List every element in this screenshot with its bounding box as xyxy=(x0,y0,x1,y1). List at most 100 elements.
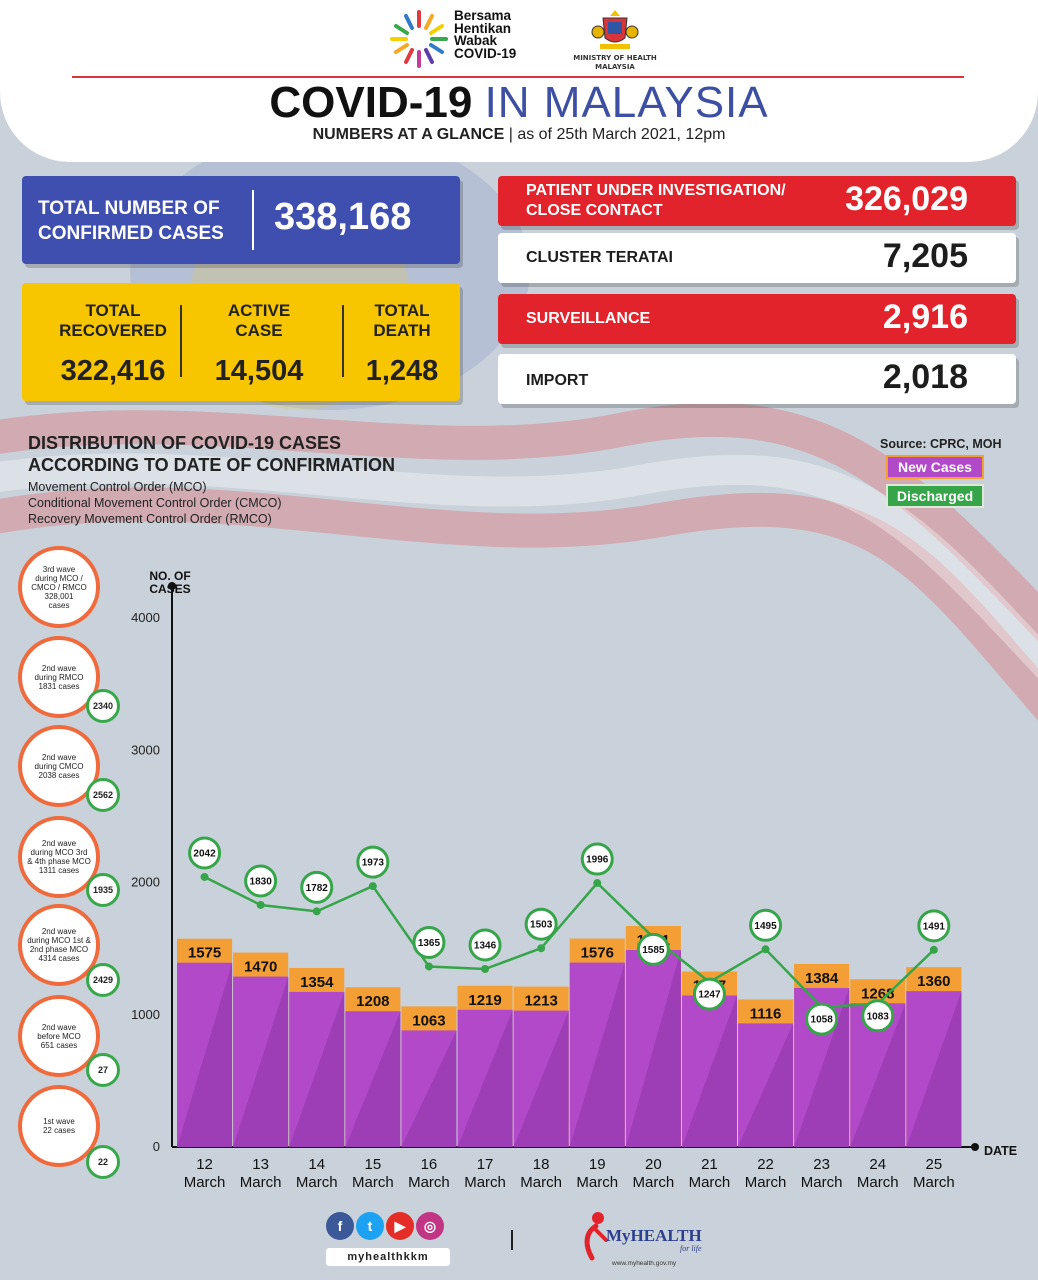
bar-value-label: 1268 xyxy=(861,985,894,1002)
bar-value-label: 1575 xyxy=(188,945,221,962)
campaign-logo: Bersama Hentikan Wabak COVID-19 xyxy=(388,8,538,70)
bar-shade xyxy=(794,987,850,1147)
cluster-card: CLUSTER TERATAI 7,205 xyxy=(498,233,1016,283)
bar-shade xyxy=(906,991,962,1147)
active-value: 14,504 xyxy=(214,355,304,387)
distribution-title: DISTRIBUTION OF COVID-19 CASES ACCORDING… xyxy=(28,433,395,475)
facebook-icon[interactable]: f xyxy=(326,1212,354,1240)
discharged-marker xyxy=(580,842,614,876)
x-tick-label: March xyxy=(857,1174,899,1191)
bar-shade xyxy=(681,995,737,1147)
social-handle[interactable]: myhealthkkm xyxy=(326,1248,450,1266)
bar-shade xyxy=(177,962,233,1147)
x-tick-label: March xyxy=(296,1174,338,1191)
confirmed-cases-value: 338,168 xyxy=(274,196,412,238)
death-label: TOTAL DEATH xyxy=(373,301,431,340)
x-tick-label: March xyxy=(408,1174,450,1191)
page-title: COVID-19 IN MALAYSIA xyxy=(0,78,1038,128)
wave-discharged-badge: 2562 xyxy=(86,778,120,812)
import-value: 2,018 xyxy=(882,358,968,396)
discharged-value-label: 1491 xyxy=(923,921,946,932)
discharged-marker xyxy=(749,908,783,942)
discharged-point xyxy=(481,964,490,973)
x-tick-label: 22 xyxy=(757,1156,774,1173)
bar-shade xyxy=(569,962,625,1147)
stat-divider xyxy=(342,305,344,377)
surveillance-value: 2,916 xyxy=(882,298,968,336)
wave-discharged-badge: 2429 xyxy=(86,963,120,997)
ministry-logo: MINISTRY OF HEALTH MALAYSIA xyxy=(560,8,670,74)
wave-discharged-badge: 1935 xyxy=(86,873,120,907)
discharged-point xyxy=(256,900,265,909)
y-tick-label: 1000 xyxy=(131,1007,160,1022)
import-label: IMPORT xyxy=(526,372,589,389)
x-tick-label: 21 xyxy=(701,1156,718,1173)
surveillance-label: SURVEILLANCE xyxy=(526,310,651,327)
discharged-marker xyxy=(300,870,334,904)
discharged-marker xyxy=(468,928,502,962)
bar-shade xyxy=(289,991,345,1147)
source-note: Source: CPRC, MOH xyxy=(880,437,1002,451)
discharged-value-label: 1503 xyxy=(530,920,553,931)
legend-new-cases: New Cases xyxy=(886,455,984,479)
discharged-value-label: 1782 xyxy=(306,883,329,894)
cluster-label: CLUSTER TERATAI xyxy=(526,249,673,266)
discharged-value-label: 1973 xyxy=(362,858,385,869)
discharged-marker xyxy=(412,925,446,959)
legend-discharged: Discharged xyxy=(886,484,984,508)
x-tick-label: March xyxy=(464,1174,506,1191)
page-subtitle: NUMBERS AT A GLANCE | as of 25th March 2… xyxy=(0,126,1038,144)
subtitle-date: | as of 25th March 2021, 12pm xyxy=(504,126,726,143)
active-label: ACTIVE CASE xyxy=(227,301,291,340)
discharged-value-label: 1058 xyxy=(811,1015,834,1026)
bar-value-label: 1576 xyxy=(581,945,614,962)
discharged-value-label: 1996 xyxy=(586,855,609,866)
rmco-definition: Recovery Movement Control Order (RMCO) xyxy=(28,512,272,526)
myhealth-figure-icon xyxy=(584,1212,608,1261)
discharged-marker xyxy=(861,999,895,1033)
y-tick-label: 3000 xyxy=(131,742,160,757)
x-tick-label: 20 xyxy=(645,1156,662,1173)
pui-label: PATIENT UNDER INVESTIGATION/ CLOSE CONTA… xyxy=(526,182,786,219)
bar-shade xyxy=(345,1011,401,1147)
bar-value-label: 1208 xyxy=(356,993,389,1010)
discharged-marker xyxy=(805,1002,839,1036)
x-tick-label: March xyxy=(184,1174,226,1191)
discharged-value-label: 2042 xyxy=(193,848,216,859)
death-value: 1,248 xyxy=(365,355,439,387)
discharged-point xyxy=(424,962,433,971)
pui-value: 326,029 xyxy=(845,180,968,218)
bar-shade xyxy=(457,1009,513,1147)
bar-shade xyxy=(738,1023,794,1147)
x-tick-label: March xyxy=(352,1174,394,1191)
discharged-value-label: 1083 xyxy=(867,1011,890,1022)
discharged-point xyxy=(537,944,546,953)
active-stat: ACTIVE CASE 14,504 xyxy=(194,301,324,388)
wave-discharged-badge: 27 xyxy=(86,1053,120,1087)
x-axis-title: DATE xyxy=(984,1144,1018,1158)
import-card: IMPORT 2,018 xyxy=(498,354,1016,404)
bar-value-label: 1360 xyxy=(917,973,950,990)
x-tick-label: March xyxy=(576,1174,618,1191)
discharged-marker xyxy=(524,907,558,941)
coat-of-arms-icon xyxy=(591,10,639,49)
title-bold: COVID-19 xyxy=(269,78,473,127)
discharged-point xyxy=(761,945,770,954)
x-tick-label: 16 xyxy=(421,1156,438,1173)
discharged-point xyxy=(368,882,377,891)
discharged-point xyxy=(200,872,209,881)
discharged-value-label: 1585 xyxy=(642,945,665,956)
ministry-text: MINISTRY OF HEALTH MALAYSIA xyxy=(573,54,657,71)
y-tick-label: 0 xyxy=(153,1139,160,1154)
x-tick-label: March xyxy=(240,1174,282,1191)
myhealth-brand: MyHEALTH xyxy=(606,1226,702,1245)
x-tick-label: 12 xyxy=(196,1156,213,1173)
bar-shade xyxy=(625,950,681,1147)
recovered-value: 322,416 xyxy=(60,355,166,387)
wave-discharged-badge: 2340 xyxy=(86,689,120,723)
sunburst-icon xyxy=(390,10,448,68)
instagram-icon[interactable]: ◎ xyxy=(416,1212,444,1240)
youtube-icon[interactable]: ▶ xyxy=(386,1212,414,1240)
twitter-icon[interactable]: t xyxy=(356,1212,384,1240)
myhealth-url[interactable]: www.myhealth.gov.my xyxy=(612,1260,677,1267)
